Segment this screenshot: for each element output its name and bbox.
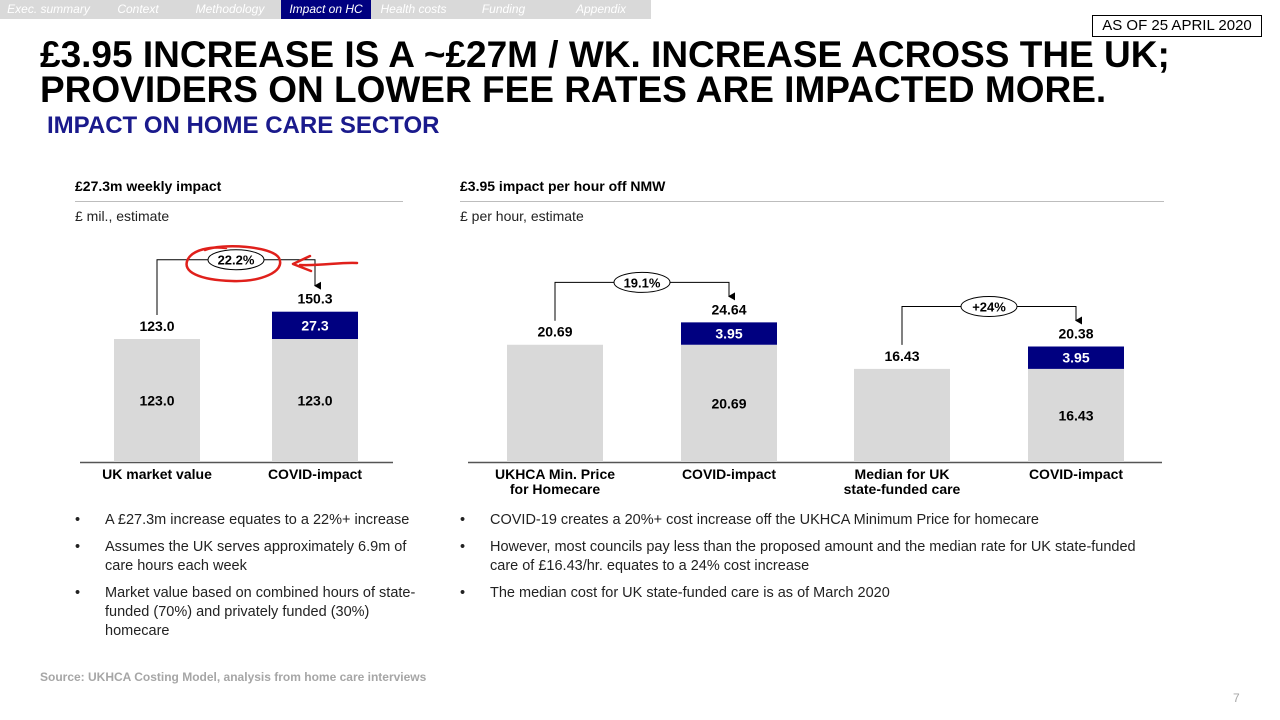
total-value-label: 24.64 [711,301,746,317]
nav-tab-methodology[interactable]: Methodology [195,2,265,16]
right-bullet-list: COVID-19 creates a 20%+ cost increase of… [460,511,1165,611]
nav-tab-funding[interactable]: Funding [481,2,526,16]
increment-value-label: 3.95 [715,326,742,342]
base-value-label: 123.0 [297,393,332,409]
left-bullet-1: A £27.3m increase equates to a 22%+ incr… [75,511,420,530]
nav-tab-exec-summary[interactable]: Exec. summary [7,2,90,16]
red-circle-annotation [185,245,282,283]
left-chart-rule [75,201,403,202]
left-bullet-list: A £27.3m increase equates to a 22%+ incr… [75,511,420,649]
left-bullet-2: Assumes the UK serves approximately 6.9m… [75,538,420,576]
nav-tab-health-costs[interactable]: Health costs [380,2,447,16]
increment-value-label: 27.3 [301,317,328,333]
growth-label-oval [613,271,671,293]
category-label: COVID-impact [268,466,362,482]
bar-increment-segment [1028,346,1124,369]
category-label: Median for UK state-funded care [844,466,961,497]
base-value-label: 20.69 [711,395,746,411]
left-chart: 123.0 123.0 UK market value 27.3 123.0 150.3 C… [80,249,393,482]
growth-label-oval [207,249,265,271]
left-bullet-3: Market value based on combined hours of … [75,584,420,641]
growth-label: 19.1% [624,275,661,290]
nav-tab-context[interactable]: Context [117,2,159,16]
nav-tab-appendix[interactable]: Appendix [575,2,627,16]
right-bullet-1: COVID-19 creates a 20%+ cost increase of… [460,511,1165,530]
slide-title-line-1: £3.95 INCREASE IS A ~£27M / WK. INCREASE… [40,34,1170,75]
slide-title-line-2: PROVIDERS ON LOWER FEE RATES ARE IMPACTE… [40,69,1107,110]
slide-title: £3.95 INCREASE IS A ~£27M / WK. INCREASE… [40,34,1170,110]
increment-value-label: 3.95 [1062,350,1089,366]
slide-subtitle: IMPACT ON HOME CARE SECTOR [47,112,440,139]
growth-label: +24% [972,300,1006,315]
total-value-label: 20.38 [1058,326,1093,342]
red-arrow-annotation [291,254,359,273]
bar-base-segment [854,368,950,462]
total-value-label: 123.0 [139,318,174,334]
left-chart-heading: £27.3m weekly impact [75,178,222,194]
hand-drawn-annotation [185,245,359,283]
source-note: Source: UKHCA Costing Model, analysis fr… [40,670,427,684]
bar-increment-segment [272,311,358,339]
right-bullet-2: However, most councils pay less than the… [460,538,1165,576]
right-chart-unit: £ per hour, estimate [460,208,584,224]
section-nav: Exec. summary Context Methodology Impact… [0,0,651,19]
total-value-label: 20.69 [537,324,572,340]
bar-increment-segment [681,322,777,345]
right-bullet-3: The median cost for UK state-funded care… [460,584,1165,603]
bar-base-segment [272,339,358,462]
bar-base-segment [114,339,200,462]
right-chart: 20.69 UKHCA Min. Price for Homecare 3.95 20.… [468,271,1162,497]
base-value-label: 16.43 [1058,407,1093,423]
growth-label-oval [960,296,1018,318]
total-value-label: 16.43 [884,348,919,364]
right-chart-heading: £3.95 impact per hour off NMW [460,178,666,194]
page-number: 7 [1233,691,1240,705]
base-value-label: 123.0 [139,393,174,409]
right-chart-rule [460,201,1164,202]
bar-base-segment [681,344,777,462]
category-label: UK market value [102,466,212,482]
category-label: COVID-impact [682,466,776,482]
as-of-date-box: AS OF 25 APRIL 2020 [1092,15,1262,37]
nav-tab-impact-on-hc[interactable]: Impact on HC [281,0,371,19]
bar-base-segment [507,344,603,462]
growth-label: 22.2% [218,253,255,268]
category-label: UKHCA Min. Price for Homecare [495,466,615,497]
left-chart-unit: £ mil., estimate [75,208,170,224]
total-value-label: 150.3 [297,291,332,307]
bar-base-segment [1028,368,1124,462]
category-label: COVID-impact [1029,466,1123,482]
